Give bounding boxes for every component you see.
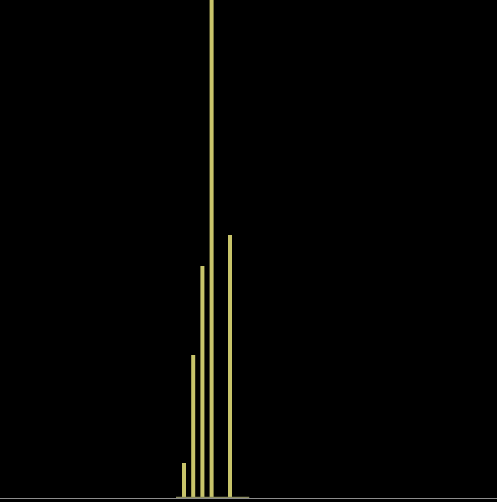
bar-5 (228, 235, 232, 497)
bar-2 (200, 266, 205, 497)
bar-1 (191, 355, 196, 497)
bar-series (182, 0, 232, 497)
bar-3 (209, 0, 214, 497)
bar-0 (182, 463, 186, 497)
